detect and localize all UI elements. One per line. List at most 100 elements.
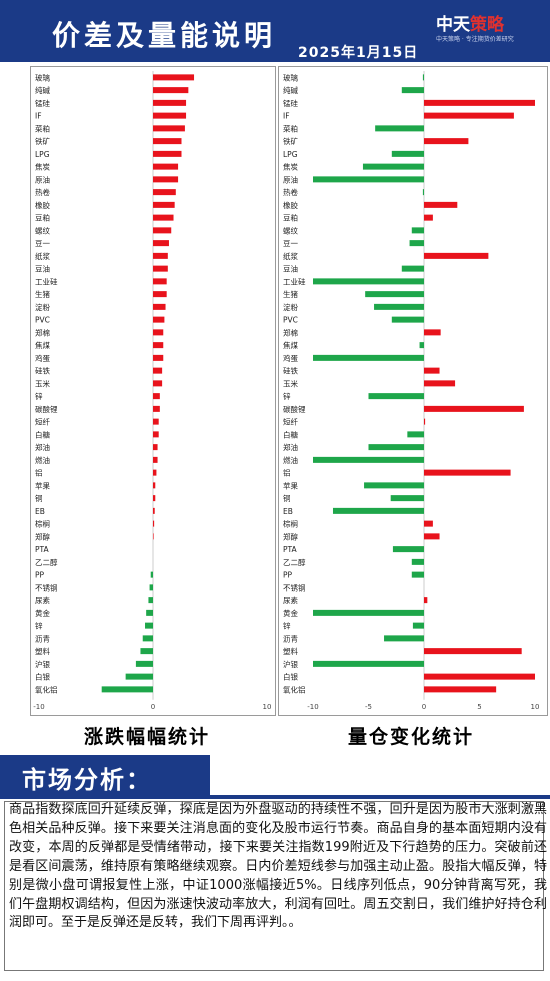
volume-oi-bar bbox=[391, 316, 424, 323]
volume-oi-category-label: 白糖 bbox=[283, 429, 298, 439]
volume-oi-bar bbox=[424, 469, 511, 476]
volume-oi-category-label: LPG bbox=[283, 150, 298, 159]
price-change-chart-caption: 涨跌幅幅统计 bbox=[84, 726, 211, 748]
price-change-category-label: 玉米 bbox=[35, 378, 50, 388]
volume-oi-category-label: 塑料 bbox=[283, 646, 298, 656]
price-change-category-label: 燃油 bbox=[35, 455, 50, 465]
price-change-bar bbox=[150, 571, 153, 578]
volume-oi-category-label: 热卷 bbox=[283, 187, 298, 197]
price-change-bar bbox=[153, 163, 179, 170]
price-change-bar bbox=[153, 138, 182, 145]
volume-oi-category-label: 原油 bbox=[283, 174, 298, 184]
volume-oi-bar bbox=[390, 495, 424, 502]
price-change-category-label: 铁矿 bbox=[35, 136, 50, 146]
price-change-bar bbox=[153, 367, 163, 374]
market-analysis-box: 商品指数探底回升延续反弹，探底是因为外盘驱动的持续性不强，回升是因为股市大涨刺激… bbox=[4, 801, 547, 971]
price-change-category-label: 白糖 bbox=[35, 429, 50, 439]
volume-oi-tick-label: 10 bbox=[531, 703, 540, 711]
volume-oi-bar bbox=[424, 138, 469, 145]
volume-oi-bar bbox=[424, 252, 489, 259]
price-change-category-label: 不锈钢 bbox=[35, 582, 58, 592]
price-change-category-label: 沥青 bbox=[35, 633, 50, 643]
volume-oi-bar bbox=[401, 265, 424, 272]
price-change-bar bbox=[153, 265, 168, 272]
volume-oi-category-label: 白银 bbox=[283, 672, 298, 682]
price-change-bar bbox=[153, 99, 187, 106]
price-change-category-label: 螺纹 bbox=[35, 225, 50, 235]
market-analysis-text: 商品指数探底回升延续反弹，探底是因为外盘驱动的持续性不强，回升是因为股市大涨刺激… bbox=[9, 802, 547, 931]
volume-oi-bar bbox=[409, 240, 424, 247]
volume-oi-bar bbox=[365, 291, 424, 298]
volume-oi-bar bbox=[424, 367, 440, 374]
volume-oi-category-label: 苹果 bbox=[283, 480, 298, 490]
price-change-bar bbox=[153, 469, 157, 476]
price-change-bar bbox=[153, 444, 158, 451]
price-change-bar bbox=[153, 303, 166, 310]
price-change-bar bbox=[153, 354, 164, 361]
volume-oi-category-label: 铁矿 bbox=[283, 136, 298, 146]
price-change-bar bbox=[153, 87, 189, 94]
price-change-category-label: 沪银 bbox=[35, 659, 50, 669]
price-change-category-label: 锌 bbox=[35, 621, 43, 631]
price-change-bar bbox=[153, 507, 155, 514]
volume-oi-bar bbox=[424, 380, 456, 387]
price-change-category-label: 纸浆 bbox=[35, 251, 50, 261]
volume-oi-bar bbox=[401, 87, 424, 94]
volume-oi-bar bbox=[313, 278, 424, 285]
price-change-category-label: 郑油 bbox=[35, 442, 50, 452]
price-change-category-label: 焦炭 bbox=[35, 162, 50, 172]
volume-oi-bar bbox=[424, 418, 426, 425]
price-change-bar bbox=[149, 584, 153, 591]
volume-oi-bar bbox=[375, 125, 424, 132]
volume-oi-bar bbox=[424, 99, 535, 106]
price-change-category-label: 工业硅 bbox=[35, 276, 58, 286]
brand-logo: 中天策略 中天策略 · 专注期货价差研究 bbox=[436, 10, 536, 44]
volume-oi-category-label: 螺纹 bbox=[283, 225, 298, 235]
volume-oi-category-label: 碳酸锂 bbox=[283, 404, 306, 414]
volume-oi-bar bbox=[313, 609, 424, 616]
price-change-category-label: LPG bbox=[35, 150, 50, 159]
price-change-bar bbox=[153, 201, 175, 208]
price-change-category-label: 豆一 bbox=[35, 239, 50, 248]
volume-oi-category-label: 郑油 bbox=[283, 442, 298, 452]
volume-oi-category-label: 铜 bbox=[283, 493, 291, 503]
price-change-bar bbox=[135, 660, 153, 667]
volume-oi-category-label: 纸浆 bbox=[283, 251, 298, 261]
price-change-bar bbox=[125, 673, 153, 680]
volume-oi-bar bbox=[411, 227, 424, 234]
price-change-bar bbox=[153, 176, 179, 183]
price-change-bar bbox=[153, 520, 155, 527]
price-change-bar bbox=[153, 380, 163, 387]
price-change-category-label: 鸡蛋 bbox=[35, 353, 50, 363]
volume-oi-bar bbox=[411, 571, 424, 578]
volume-oi-bar bbox=[424, 673, 535, 680]
volume-oi-category-label: PVC bbox=[283, 316, 298, 325]
volume-oi-category-label: 淀粉 bbox=[283, 302, 298, 312]
volume-oi-category-label: 生猪 bbox=[283, 289, 298, 299]
price-change-bar bbox=[153, 278, 167, 285]
report-date: 2025年1月15日 bbox=[298, 45, 419, 61]
price-change-category-label: 塑料 bbox=[35, 646, 50, 656]
section-title: 市场分析： bbox=[22, 766, 152, 794]
volume-oi-bar bbox=[424, 533, 440, 540]
price-change-bar bbox=[153, 227, 172, 234]
page-title: 价差及量能说明 bbox=[52, 19, 277, 52]
volume-oi-category-label: IF bbox=[283, 112, 290, 121]
price-change-category-label: 生猪 bbox=[35, 289, 50, 299]
price-change-category-label: 棕榈 bbox=[35, 519, 50, 529]
price-change-bar bbox=[153, 456, 158, 463]
brand-logo-text: 中天策略 bbox=[436, 15, 504, 35]
volume-oi-bar bbox=[424, 329, 441, 336]
volume-oi-bar bbox=[424, 686, 497, 693]
volume-oi-bar bbox=[422, 74, 424, 81]
volume-oi-category-label: 豆粕 bbox=[283, 213, 298, 223]
price-change-category-label: 铜 bbox=[35, 493, 43, 503]
volume-oi-category-label: 铝 bbox=[283, 468, 291, 478]
volume-oi-tick-label: -10 bbox=[307, 703, 318, 711]
price-change-bar bbox=[153, 240, 169, 247]
volume-oi-bar bbox=[424, 648, 522, 655]
volume-oi-category-label: 玻璃 bbox=[283, 72, 298, 82]
volume-oi-bar bbox=[332, 507, 424, 514]
price-change-bar bbox=[142, 635, 153, 642]
